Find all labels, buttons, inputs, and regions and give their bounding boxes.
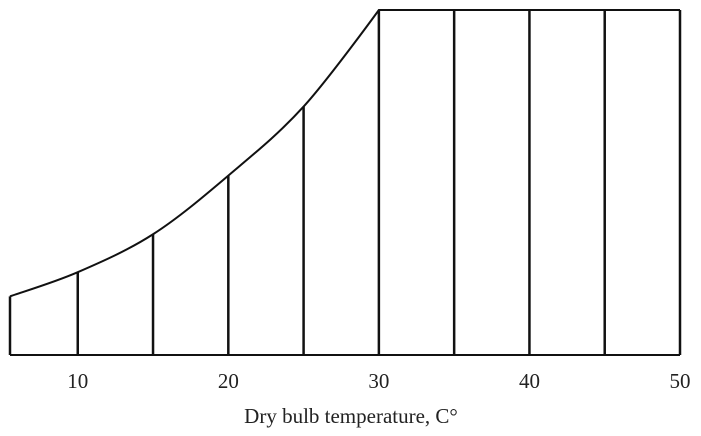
curve (9, 8, 680, 298)
x-tick-label: 40 (519, 369, 540, 393)
x-tick-label: 20 (218, 369, 239, 393)
x-axis-label: Dry bulb temperature, C° (244, 404, 458, 428)
x-tick-label: 10 (67, 369, 88, 393)
x-tick-label: 50 (670, 369, 691, 393)
x-tick-label: 30 (368, 369, 389, 393)
